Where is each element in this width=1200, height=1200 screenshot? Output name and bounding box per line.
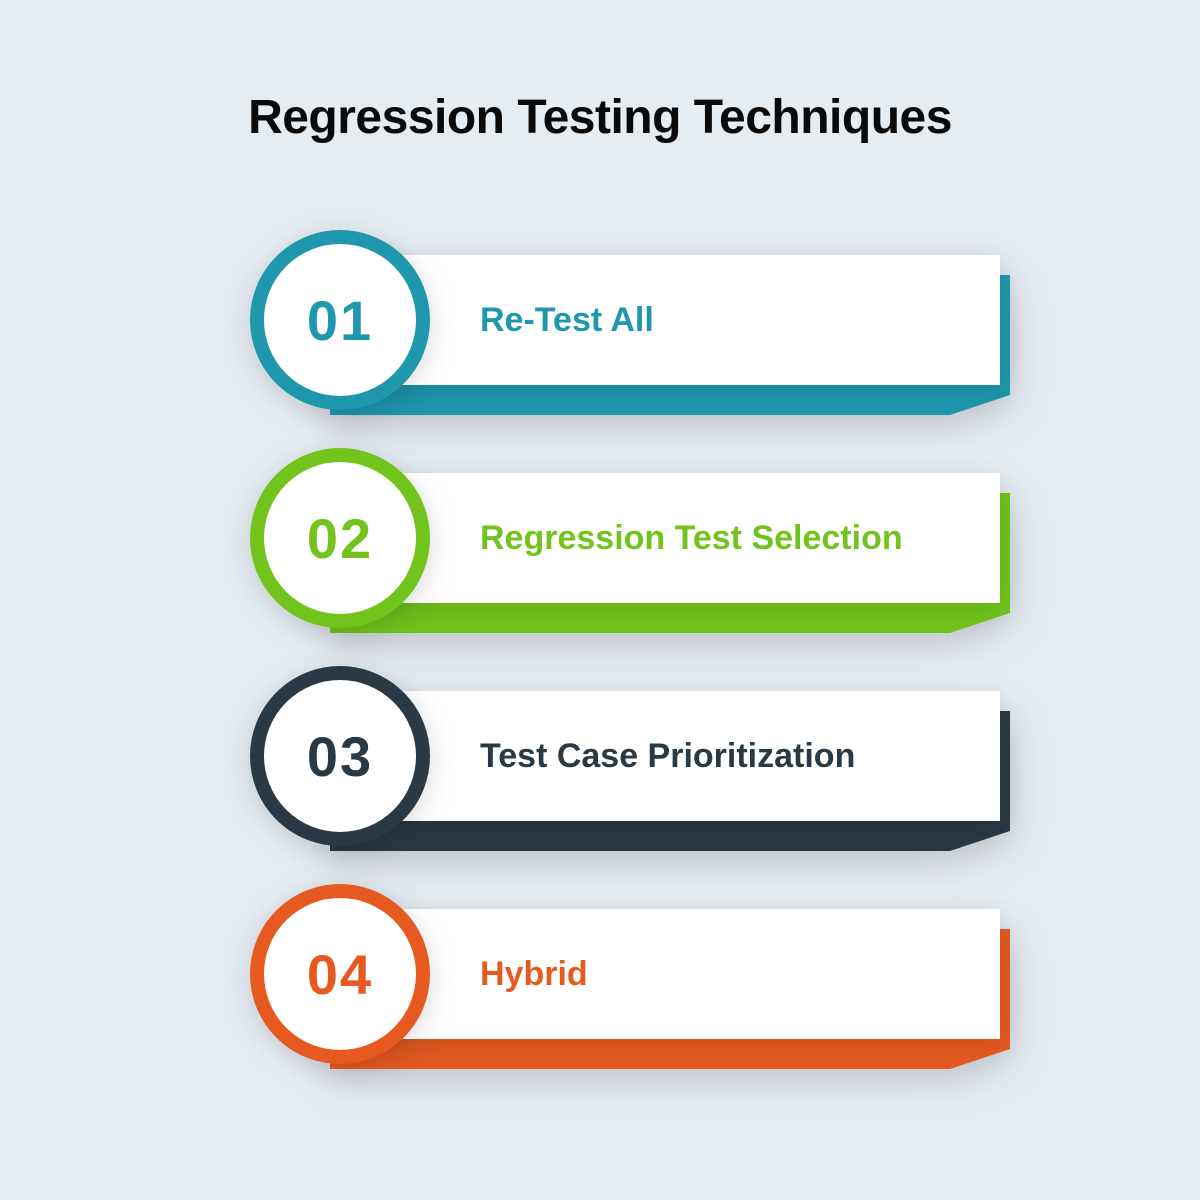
technique-number: 03 bbox=[307, 724, 373, 789]
technique-number: 04 bbox=[307, 942, 373, 1007]
number-circle: 02 bbox=[250, 448, 430, 628]
list-item: Test Case Prioritization 03 bbox=[220, 671, 980, 841]
technique-list: Re-Test All 01 Regression Test Selection… bbox=[0, 235, 1200, 1059]
page-title: Regression Testing Techniques bbox=[0, 90, 1200, 145]
technique-number: 02 bbox=[307, 506, 373, 571]
list-item: Regression Test Selection 02 bbox=[220, 453, 980, 623]
technique-label: Test Case Prioritization bbox=[480, 691, 855, 821]
technique-label: Re-Test All bbox=[480, 255, 654, 385]
list-item: Re-Test All 01 bbox=[220, 235, 980, 405]
number-circle: 03 bbox=[250, 666, 430, 846]
technique-label: Hybrid bbox=[480, 909, 588, 1039]
technique-number: 01 bbox=[307, 288, 373, 353]
number-circle: 01 bbox=[250, 230, 430, 410]
number-circle: 04 bbox=[250, 884, 430, 1064]
list-item: Hybrid 04 bbox=[220, 889, 980, 1059]
technique-label: Regression Test Selection bbox=[480, 473, 903, 603]
infographic-container: Regression Testing Techniques Re-Test Al… bbox=[0, 0, 1200, 1200]
